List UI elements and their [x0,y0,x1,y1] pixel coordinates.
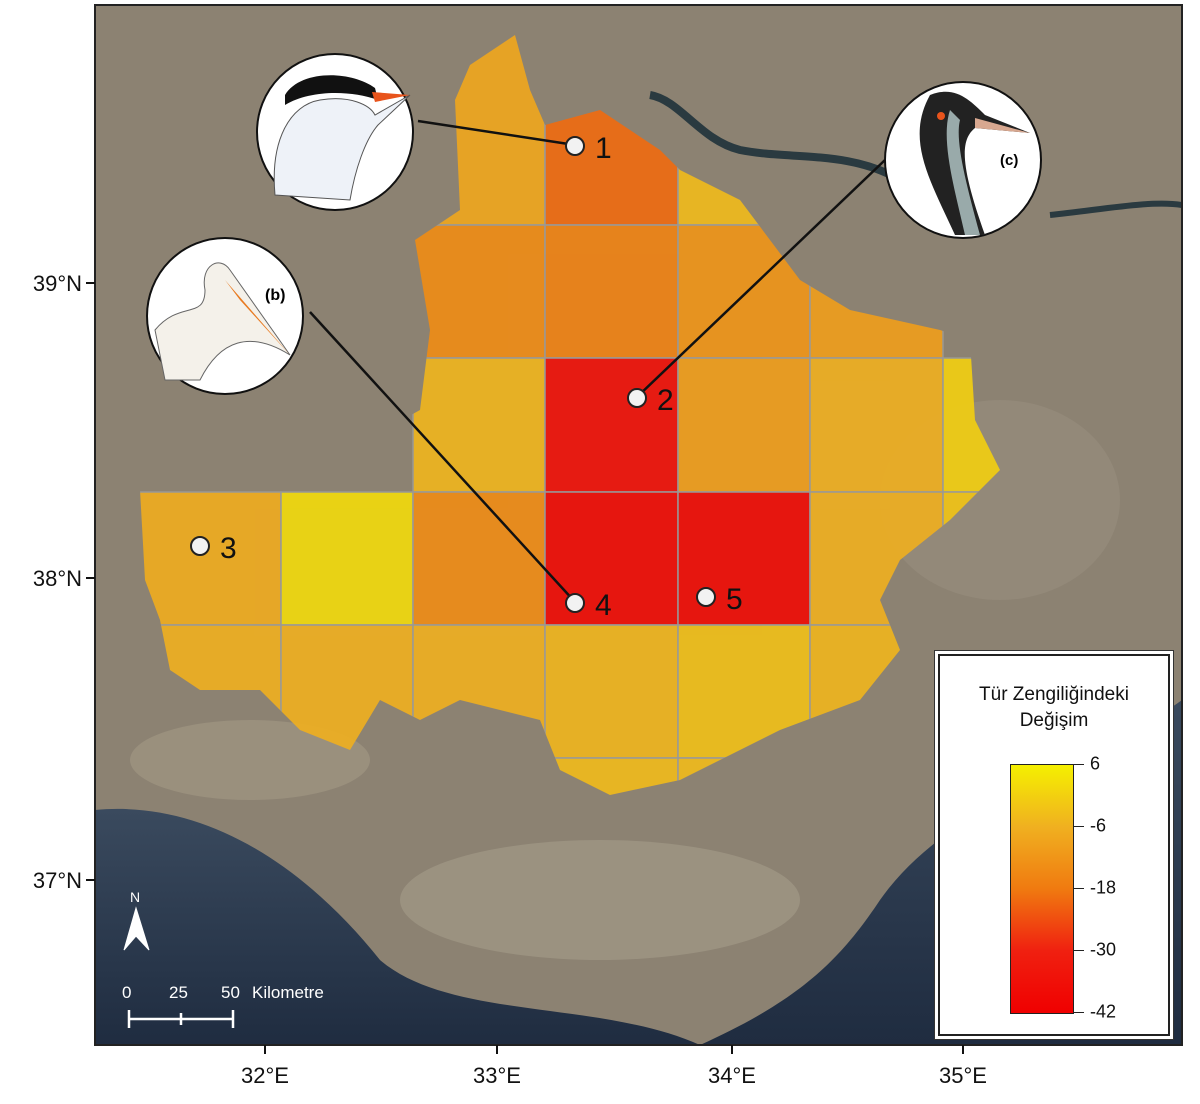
scale-label-0: 0 [122,983,131,1002]
grid-cell [544,624,679,759]
site-marker-5[interactable]: 5 [696,583,743,616]
grid-cell [412,224,546,359]
leader-line-4 [309,311,576,603]
lon-tick-label: 32°E [241,1063,289,1088]
bird-label-b: (b) [265,287,285,304]
bird-crane-illustration: (c) [884,81,1042,239]
legend-tick: -6 [1090,815,1107,836]
site-label: 3 [220,532,237,565]
lon-tick-label: 34°E [708,1063,756,1088]
map-frame [94,4,1183,1046]
grid-cell [809,357,944,493]
bird-pelican-illustration: (b) [146,237,304,395]
scale-label-50: 50 [221,983,240,1002]
lat-tick-label: 39°N [33,271,82,296]
north-label: N [130,889,140,905]
scale-unit: Kilometre [252,983,324,1002]
legend-title: Tür Zengiliğindeki [979,684,1129,705]
north-arrow: N [123,889,150,951]
site-marker-4[interactable]: 4 [565,589,612,622]
site-marker-3[interactable]: 3 [190,532,237,565]
legend-tick: -18 [1090,877,1117,898]
legend-subtitle: Değişim [1019,710,1089,731]
site-marker-1[interactable]: 1 [565,132,612,165]
grid-cell [677,491,811,626]
bird-tern-illustration [256,53,414,211]
site-label: 5 [726,583,743,616]
grid-cell [544,224,679,359]
grid-cell [280,491,414,626]
legend-tick: -42 [1090,1001,1117,1022]
lon-tick-label: 35°E [939,1063,987,1088]
lat-tick-label: 37°N [33,868,82,893]
bird-label-c: (c) [1000,152,1018,169]
leader-line-1 [417,119,576,147]
legend-color-ramp [1010,764,1074,1014]
site-label: 1 [595,132,612,165]
legend-tick: 6 [1090,753,1101,774]
legend: Tür Zengiliğindeki Değişim 6 -6 -18 -30 -… [938,654,1170,1036]
legend-tick: -30 [1090,939,1117,960]
lon-tick-label: 33°E [473,1063,521,1088]
leader-line-2 [636,159,886,398]
site-marker-2[interactable]: 2 [627,384,674,417]
grid-cell [412,491,546,626]
site-label: 4 [595,589,612,622]
grid-cell [412,357,546,493]
scale-label-25: 25 [169,983,188,1002]
grid-cell [677,357,811,493]
lat-tick-label: 38°N [33,566,82,591]
scale-bar: 0 25 50 Kilometre [122,983,324,1028]
site-label: 2 [657,384,674,417]
north-arrow-icon [123,906,150,951]
